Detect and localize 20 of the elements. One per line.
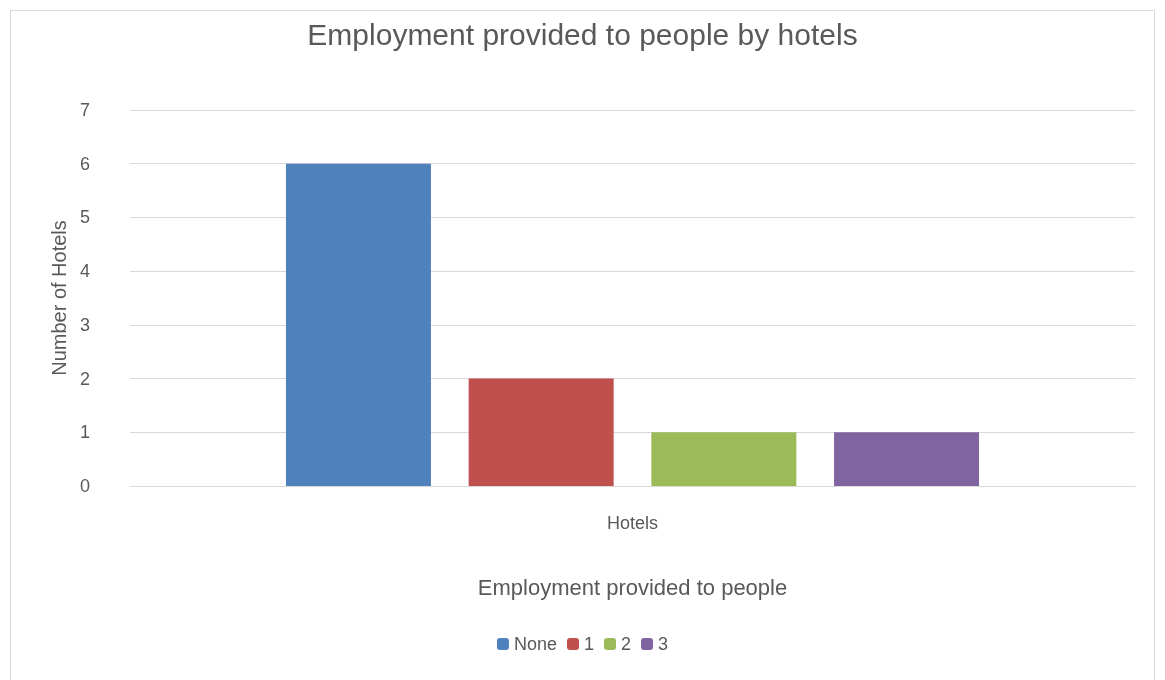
y-tick-label: 5 — [79, 207, 90, 228]
y-tick-label: 2 — [79, 368, 90, 389]
legend-label: None — [513, 634, 557, 654]
y-tick-label: 4 — [79, 261, 90, 282]
y-axis-title: Number of Hotels — [48, 220, 71, 376]
y-tick-label: 1 — [79, 422, 90, 443]
chart-title: Employment provided to people by hotels — [307, 17, 858, 51]
y-tick-label: 3 — [79, 314, 90, 335]
bar — [651, 432, 797, 486]
legend-label: 1 — [584, 634, 595, 654]
legend-label: 2 — [621, 634, 632, 654]
y-tick-label: 6 — [79, 153, 90, 174]
bar — [468, 378, 614, 486]
y-tick-label: 7 — [79, 100, 90, 120]
x-tick-label: Hotels — [606, 513, 659, 533]
bar — [285, 163, 431, 486]
legend-label: 3 — [658, 634, 669, 654]
y-tick-label: 0 — [79, 476, 90, 496]
bar — [834, 432, 980, 486]
x-axis-title: Employment provided to people — [477, 574, 788, 600]
